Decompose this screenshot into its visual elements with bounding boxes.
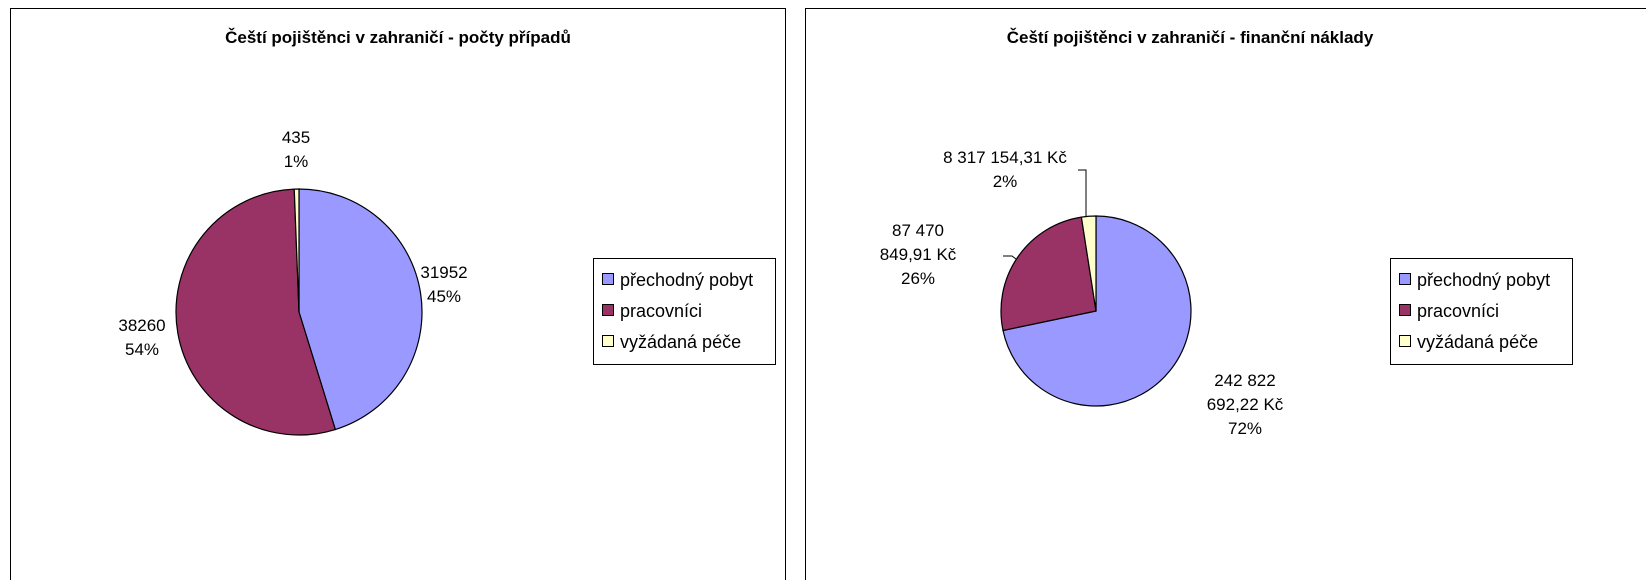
legend-entry: přechodný pobyt: [1399, 265, 1564, 296]
chart-title: Čeští pojištěnci v zahraničí - finanční …: [1006, 28, 1374, 47]
legend-label: přechodný pobyt: [620, 270, 754, 290]
legend-label: pracovníci: [1417, 301, 1500, 321]
pie-slice: [1000, 216, 1097, 332]
data-label: 435 1%: [251, 126, 341, 174]
legend-swatch: [602, 273, 614, 286]
legend-label: vyžádaná péče: [1417, 332, 1539, 352]
pie-slice: [1002, 215, 1192, 407]
data-label: 31952 45%: [399, 261, 489, 309]
legend-label: přechodný pobyt: [1417, 270, 1551, 290]
percent-label: 72%: [1227, 419, 1263, 438]
value-label: 242 822 692,22 Kč: [1206, 371, 1284, 414]
data-label: 38260 54%: [97, 314, 187, 362]
pie-slice: [293, 188, 300, 313]
pie-slice: [1080, 215, 1097, 312]
legend-label: pracovníci: [620, 301, 703, 321]
percent-label: 54%: [124, 340, 160, 359]
legend: přechodný pobyt pracovníci vyžádaná péče: [1390, 258, 1573, 365]
legend-entry: pracovníci: [602, 296, 767, 327]
value-label: 38260: [118, 316, 166, 335]
percent-label: 26%: [900, 269, 936, 288]
legend: přechodný pobyt pracovníci vyžádaná péče: [593, 258, 776, 365]
legend-entry: pracovníci: [1399, 296, 1564, 327]
data-label: 87 470 849,91 Kč 26%: [868, 219, 968, 291]
pie-slice: [298, 188, 423, 431]
percent-label: 1%: [283, 152, 309, 171]
legend-swatch: [602, 304, 614, 317]
legend-entry: vyžádaná péče: [602, 327, 767, 358]
value-label: 435: [281, 128, 311, 147]
legend-swatch: [1399, 304, 1411, 317]
legend-swatch: [1399, 335, 1411, 348]
percent-label: 2%: [992, 172, 1018, 191]
legend-entry: vyžádaná péče: [1399, 327, 1564, 358]
chart-title: Čeští pojištěnci v zahraničí - počty pří…: [225, 28, 571, 47]
leader-line: [1078, 169, 1087, 216]
data-label: 242 822 692,22 Kč 72%: [1190, 369, 1300, 441]
legend-label: vyžádaná péče: [620, 332, 742, 352]
data-label: 8 317 154,31 Kč 2%: [905, 146, 1105, 194]
value-label: 87 470 849,91 Kč: [879, 221, 957, 264]
legend-swatch: [1399, 273, 1411, 286]
pie-slice: [175, 188, 337, 436]
legend-entry: přechodný pobyt: [602, 265, 767, 296]
value-label: 8 317 154,31 Kč: [943, 148, 1067, 167]
value-label: 31952: [420, 263, 468, 282]
legend-swatch: [602, 335, 614, 348]
percent-label: 45%: [426, 287, 462, 306]
